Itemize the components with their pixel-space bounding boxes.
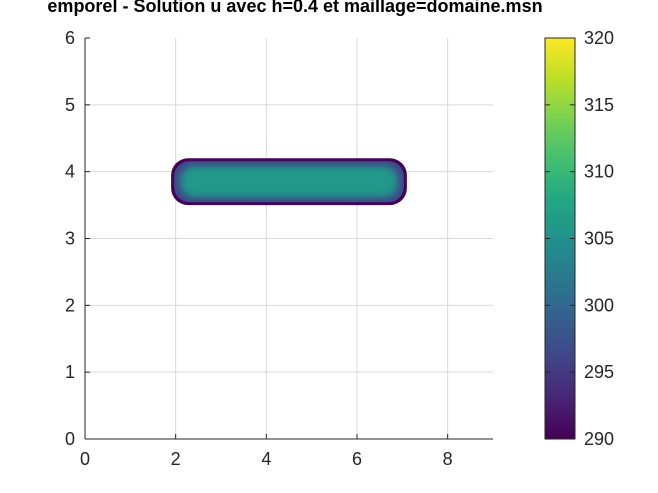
x-axis-ticks: 0 2 4 6 8 (80, 434, 453, 469)
y-axis-ticks: 0 1 2 3 4 5 6 (65, 28, 90, 449)
colorbar-tick-label: 300 (584, 295, 614, 315)
colorbar-tick-label: 305 (584, 229, 614, 249)
x-tick-label: 8 (443, 449, 453, 469)
grid-lines (85, 38, 493, 439)
colorbar-tick-label: 310 (584, 162, 614, 182)
colorbar: 290 295 300 305 310 315 320 (544, 28, 614, 449)
colorbar-tick-label: 290 (584, 429, 614, 449)
x-tick-label: 2 (171, 449, 181, 469)
colorbar-tick-label: 295 (584, 362, 614, 382)
chart-title: emporel - Solution u avec h=0.4 et maill… (47, 0, 542, 16)
y-tick-label: 4 (65, 162, 75, 182)
colorbar-tick-label: 315 (584, 95, 614, 115)
x-tick-label: 4 (261, 449, 271, 469)
y-tick-label: 1 (65, 362, 75, 382)
y-tick-label: 0 (65, 429, 75, 449)
colorbar-ticks: 290 295 300 305 310 315 320 (545, 28, 614, 449)
plot-area: 0 2 4 6 8 0 1 2 3 4 5 6 (65, 28, 493, 469)
y-tick-label: 5 (65, 95, 75, 115)
y-tick-label: 3 (65, 229, 75, 249)
y-tick-label: 2 (65, 295, 75, 315)
y-tick-label: 6 (65, 28, 75, 48)
x-tick-label: 6 (352, 449, 362, 469)
x-tick-label: 0 (80, 449, 90, 469)
solution-region (171, 158, 407, 206)
region-interior (185, 170, 393, 194)
colorbar-tick-label: 320 (584, 28, 614, 48)
